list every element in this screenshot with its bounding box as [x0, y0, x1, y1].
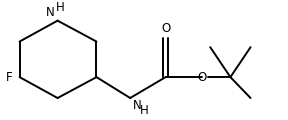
Text: N: N — [46, 6, 55, 19]
Text: N: N — [133, 99, 142, 112]
Text: O: O — [161, 22, 170, 35]
Text: F: F — [6, 71, 12, 84]
Text: O: O — [197, 71, 206, 84]
Text: H: H — [56, 1, 65, 14]
Text: H: H — [140, 104, 148, 117]
